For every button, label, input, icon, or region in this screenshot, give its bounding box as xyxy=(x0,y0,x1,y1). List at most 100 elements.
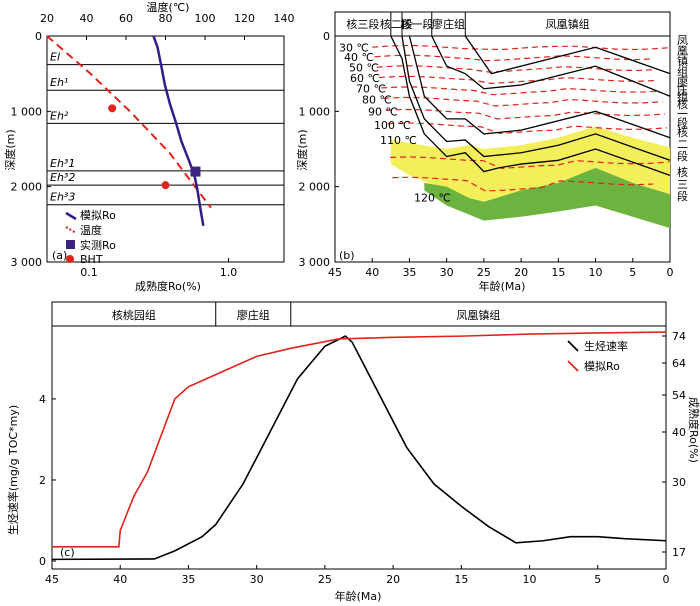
isotherm-line xyxy=(392,176,653,192)
panel-a-y-title: 深度(m) xyxy=(3,129,17,170)
legend-temp-label: 温度 xyxy=(80,223,102,237)
ro-tick-label: 64 xyxy=(672,357,686,370)
burial-line xyxy=(464,35,671,75)
top-unit-label: 廖庄组 xyxy=(432,17,465,31)
top-unit-label: 核桃园组 xyxy=(112,308,156,322)
isotherm-label: 50 ℃ xyxy=(349,62,379,75)
ro-tick-label: 1.0 xyxy=(220,266,238,279)
bht-point xyxy=(161,181,170,190)
top-unit-label: 凤凰镇组 xyxy=(546,17,590,31)
right-unit-char: 凤 xyxy=(677,34,688,47)
age-tick-label: 10 xyxy=(589,266,603,279)
temp-tick-label: 20 xyxy=(40,12,54,25)
isotherm-line xyxy=(387,122,668,135)
age-tick-label: 45 xyxy=(45,573,59,586)
isotherm-label: 110 ℃ xyxy=(380,134,417,147)
depth-tick-label: 0 xyxy=(323,30,330,43)
panel-b-frame xyxy=(334,11,671,263)
burial-line xyxy=(401,35,671,161)
burial-line xyxy=(390,35,671,176)
legend-label: 模拟Ro xyxy=(584,359,620,373)
age-tick-label: 15 xyxy=(551,266,565,279)
ro-tick-label: 74 xyxy=(672,330,686,343)
isotherm-line xyxy=(376,65,656,73)
depth-tick-label: 3 000 xyxy=(299,256,331,269)
panel-b-label: (b) xyxy=(339,249,355,262)
temp-tick-label: 140 xyxy=(274,12,295,25)
ro-tick-label: 0.1 xyxy=(80,266,98,279)
ro-tick-label: 54 xyxy=(672,389,686,402)
age-tick-label: 45 xyxy=(328,266,342,279)
legend-bht-swatch xyxy=(66,255,74,263)
top-unit-label: 核三段 xyxy=(346,17,379,31)
simulated-ro-line xyxy=(152,35,205,227)
depth-tick-label: 0 xyxy=(35,30,42,43)
ro-tick-label: 17 xyxy=(672,546,686,559)
age-tick-label: 25 xyxy=(477,266,491,279)
isotherm-label: 30 ℃ xyxy=(339,41,369,54)
rate-tick-label: 2 xyxy=(39,474,46,487)
isotherm-label: 60 ℃ xyxy=(350,72,380,85)
generation-rate-line xyxy=(51,335,667,561)
age-tick-label: 25 xyxy=(318,573,332,586)
legend-temp-swatch xyxy=(65,226,77,234)
panel-a: 温度(℃) 成熟度Ro(%) 深度(m) (a) 20 40 60 80 100 120 1… xyxy=(3,0,295,293)
isotherm-line xyxy=(385,108,665,120)
panel-b-x-title: 年龄(Ma) xyxy=(479,279,526,293)
right-unit-char: 段 xyxy=(677,189,688,203)
age-tick-label: 10 xyxy=(523,573,537,586)
panel-a-top-axis-title: 温度(℃) xyxy=(147,0,190,14)
panel-a-label: (a) xyxy=(52,249,67,262)
legend-label: 生烃速率 xyxy=(584,339,628,353)
right-unit-char: 核 xyxy=(677,125,688,139)
isotherm-label: 90 ℃ xyxy=(368,105,398,118)
legend-ro-label: 模拟Ro xyxy=(80,208,116,222)
legend-ro-swatch xyxy=(65,211,77,221)
age-tick-label: 30 xyxy=(440,266,454,279)
age-tick-label: 40 xyxy=(113,573,127,586)
temp-tick-label: 80 xyxy=(159,12,173,25)
panel-c: 年龄(Ma) 生烃速率(mg/g TOC*my) 成熟度Ro(%) (c) 核桃… xyxy=(6,301,700,603)
isotherm-label: 80 ℃ xyxy=(362,93,392,106)
temp-tick-label: 40 xyxy=(80,12,94,25)
right-unit-char: 组 xyxy=(677,65,688,79)
right-unit-char: 凰 xyxy=(677,45,688,58)
right-unit-char: 段 xyxy=(677,149,688,163)
isotherm-label: 70 ℃ xyxy=(356,83,386,96)
panel-c-label: (c) xyxy=(60,546,75,559)
legend-swatch xyxy=(567,360,579,372)
formation-label: Eh³3 xyxy=(50,191,75,204)
age-tick-label: 35 xyxy=(181,573,195,586)
formation-label: Eh³1 xyxy=(50,157,75,170)
ro-tick-label: 30 xyxy=(672,476,686,489)
top-unit-label: 核一段 xyxy=(400,17,433,31)
measured-ro-point xyxy=(190,166,201,177)
rate-tick-label: 4 xyxy=(39,393,46,406)
age-tick-label: 15 xyxy=(454,573,468,586)
isotherm-label: 40 ℃ xyxy=(344,51,374,64)
burial-line xyxy=(408,35,671,139)
simulated-ro-line xyxy=(52,331,667,548)
top-unit-label: 廖庄组 xyxy=(237,308,270,322)
oil-window-yellow xyxy=(390,126,670,210)
right-unit-char: 二 xyxy=(677,138,688,151)
right-unit-char: 庄 xyxy=(677,82,688,96)
bht-point xyxy=(108,104,117,113)
right-unit-char: 组 xyxy=(677,90,688,104)
isotherm-line xyxy=(383,96,663,107)
right-unit-char: 镇 xyxy=(677,54,688,68)
isotherm-line xyxy=(390,156,670,170)
legend-bht-label: BHT xyxy=(80,253,103,266)
age-tick-label: 30 xyxy=(250,573,264,586)
isotherm-line xyxy=(374,54,654,62)
right-unit-char: 核 xyxy=(677,97,688,111)
panel-b-y-title: 深度(m) xyxy=(295,129,309,170)
gas-window-green xyxy=(424,167,670,229)
age-tick-label: 0 xyxy=(663,573,670,586)
age-tick-label: 20 xyxy=(514,266,528,279)
panel-c-y-title: 生烃速率(mg/g TOC*my) xyxy=(6,405,20,535)
isotherm-line xyxy=(378,75,659,84)
top-unit-label: 凤凰镇组 xyxy=(456,308,500,322)
right-unit-char: 核 xyxy=(677,165,688,179)
